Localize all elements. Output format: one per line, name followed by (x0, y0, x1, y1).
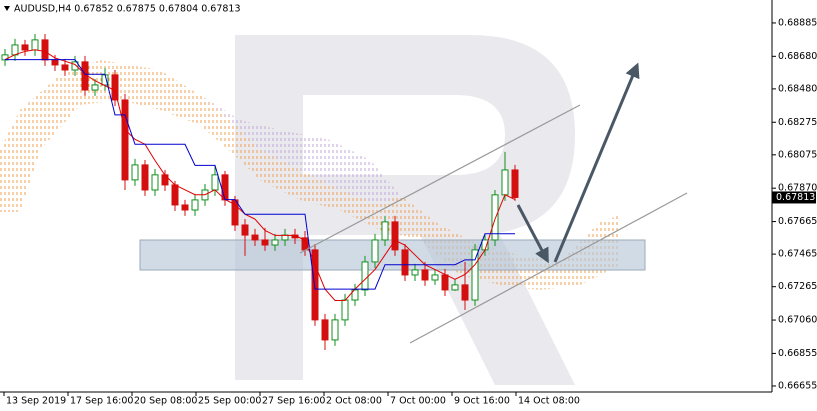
candle-body (441, 274, 449, 291)
forecast-arrow-down (516, 204, 549, 264)
candle-body (451, 284, 459, 291)
x-tick-label: 7 Oct 00:00 (390, 396, 446, 407)
candle-body (181, 204, 189, 211)
candle-body (401, 249, 409, 276)
candle-body (91, 84, 99, 91)
candle-body (321, 319, 329, 341)
y-tick-label: 0.66855 (778, 348, 817, 359)
candle-body (271, 239, 279, 246)
current-price-box (772, 191, 816, 204)
candle-body (111, 74, 119, 101)
candle-body (11, 44, 19, 56)
candle-body (391, 221, 399, 251)
indicator-line (4, 49, 516, 302)
y-tick-label: 0.67665 (778, 216, 817, 227)
candle-body (61, 64, 69, 71)
x-tick-label: 25 Sep 00:00 (198, 396, 261, 407)
y-tick-label: 0.67060 (778, 315, 817, 326)
plot-area (1, 34, 519, 350)
y-tick-label: 0.67870 (778, 183, 817, 194)
candle-body (411, 269, 419, 276)
candle-body (141, 164, 149, 191)
y-tick-label: 0.68680 (778, 51, 817, 62)
candle-body (121, 99, 129, 181)
x-tick-label: 20 Sep 08:00 (134, 396, 197, 407)
x-tick-label: 9 Oct 16:00 (454, 396, 510, 407)
candle-body (51, 59, 59, 66)
candle-body (41, 39, 49, 61)
candle-body (371, 239, 379, 263)
candle-body (501, 169, 509, 196)
candle-body (221, 174, 229, 201)
candle-body (361, 261, 369, 291)
candle-body (191, 199, 199, 211)
candle-body (471, 249, 479, 301)
candle-body (421, 269, 429, 281)
candle-body (31, 39, 39, 51)
y-tick-label: 0.66655 (778, 380, 817, 391)
symbol-arrow (4, 6, 10, 11)
candle-body (491, 194, 499, 241)
axes: 0.68885 0.68680 0.68480 0.68275 0.68075 0.678… (3, 17, 817, 407)
chart-title: AUDUSD,H4 0.67852 0.67875 0.67804 0.6781… (14, 4, 241, 15)
forecast-arrow-up (553, 62, 640, 263)
y-tick-label: 0.68885 (778, 17, 817, 28)
candle-body (151, 174, 159, 191)
y-tick-label: 0.67265 (778, 281, 817, 292)
x-tick-label: 17 Sep 16:00 (70, 396, 133, 407)
channel-upper (299, 104, 581, 254)
y-tick-label: 0.68075 (778, 149, 817, 160)
y-tick-label: 0.67465 (778, 249, 817, 260)
x-tick-label: 27 Sep 16:00 (262, 396, 325, 407)
candle-body (261, 239, 269, 246)
candle-body (71, 61, 79, 71)
candle-body (21, 44, 29, 51)
candle-body (351, 289, 359, 301)
indicator-line (5, 59, 515, 290)
candle-body (251, 234, 259, 241)
candle-body (241, 224, 249, 236)
candle-body (171, 184, 179, 206)
x-tick-label: 14 Oct 08:00 (518, 396, 580, 407)
candle-body (381, 221, 389, 241)
y-tick-label: 0.68275 (778, 117, 817, 128)
candle-body (511, 169, 519, 198)
candle-body (311, 249, 319, 321)
current-price-label: 0.67813 (776, 192, 815, 203)
ichimoku-cloud (0, 60, 620, 290)
candle-body (341, 299, 349, 321)
candle-body (161, 174, 169, 186)
x-tick-label: 2 Oct 08:00 (326, 396, 382, 407)
x-tick-label: 13 Sep 2019 (6, 396, 66, 407)
candle-body (131, 164, 139, 181)
y-tick-label: 0.68480 (778, 83, 817, 94)
candle-body (331, 319, 339, 341)
candle-body (461, 284, 469, 301)
candle-body (431, 274, 439, 281)
channel-lower (409, 192, 688, 344)
candle-body (211, 174, 219, 191)
